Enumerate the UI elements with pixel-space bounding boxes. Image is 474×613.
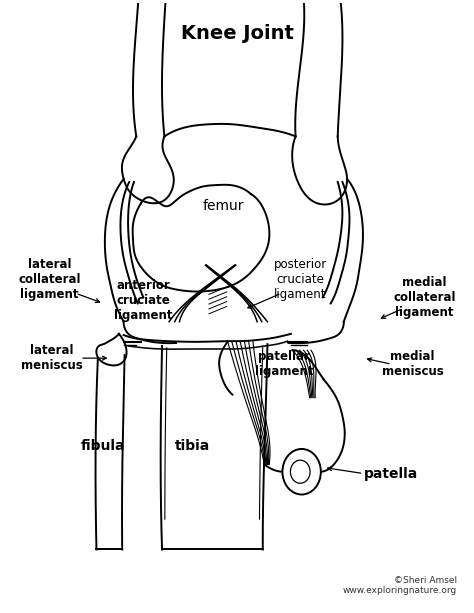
Text: fibula: fibula — [81, 439, 126, 453]
Text: ©Sheri Amsel
www.exploringnature.org: ©Sheri Amsel www.exploringnature.org — [343, 576, 457, 595]
Text: femur: femur — [202, 199, 244, 213]
Text: medial
collateral
ligament: medial collateral ligament — [393, 276, 456, 319]
Ellipse shape — [291, 460, 310, 483]
Text: tibia: tibia — [175, 439, 210, 453]
Text: patellar
ligament: patellar ligament — [255, 350, 313, 378]
Text: Knee Joint: Knee Joint — [181, 24, 293, 43]
Text: posterior
cruciate
ligament: posterior cruciate ligament — [273, 257, 327, 300]
Text: patella: patella — [364, 466, 418, 481]
Text: lateral
meniscus: lateral meniscus — [21, 344, 83, 372]
Text: anterior
cruciate
ligament: anterior cruciate ligament — [114, 279, 173, 322]
Text: medial
meniscus: medial meniscus — [382, 350, 444, 378]
Ellipse shape — [283, 449, 321, 495]
Text: lateral
collateral
ligament: lateral collateral ligament — [18, 257, 81, 300]
